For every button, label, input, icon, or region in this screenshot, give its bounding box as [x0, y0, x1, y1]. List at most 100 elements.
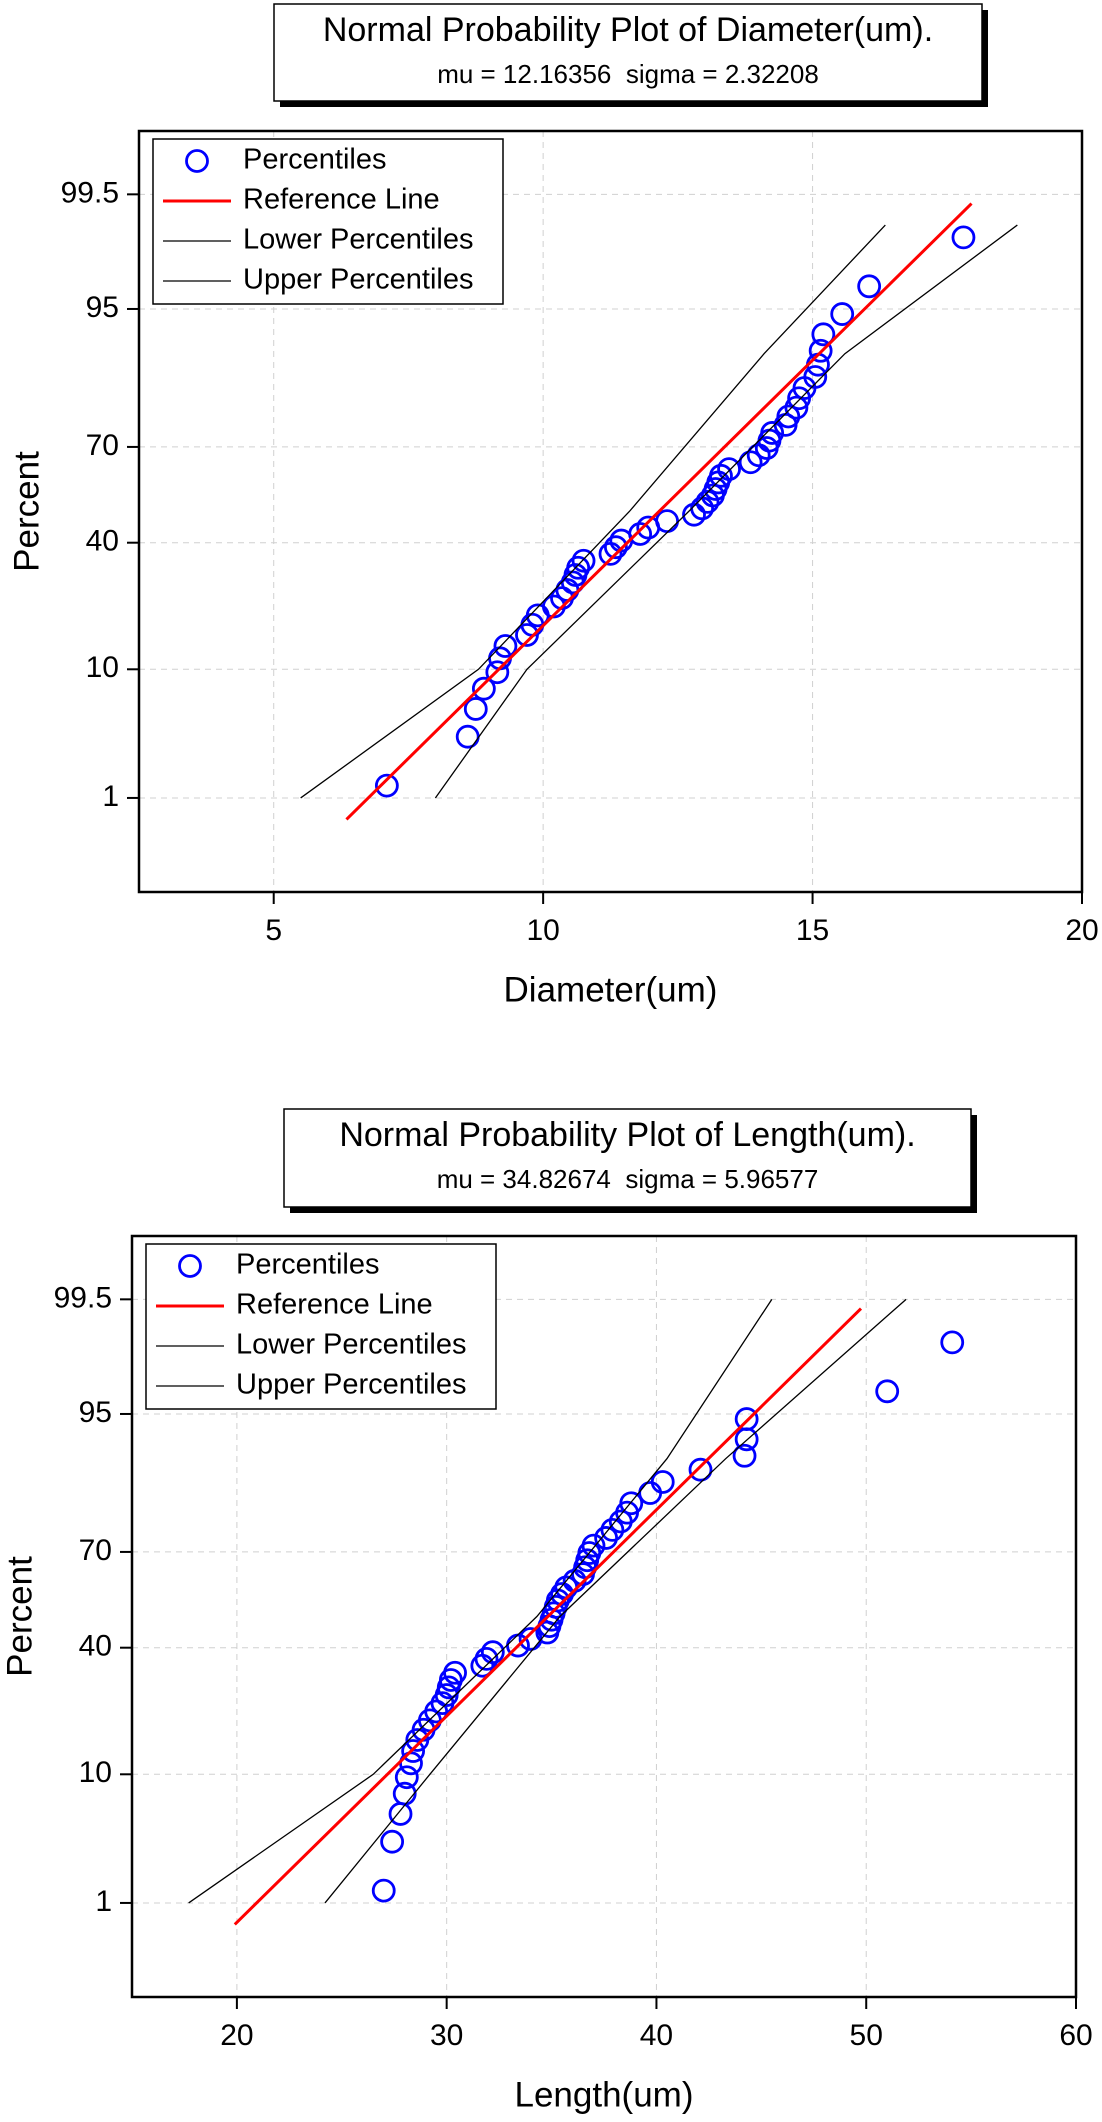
percentile-point — [688, 1457, 713, 1482]
percentile-point — [738, 450, 763, 475]
percentile-point — [808, 338, 833, 363]
legend-label: Upper Percentiles — [243, 264, 474, 296]
percentile-point — [682, 502, 706, 527]
legend-label: Reference Line — [236, 1289, 433, 1321]
percentile-point — [695, 489, 720, 514]
legend-label: Percentiles — [236, 1249, 379, 1281]
percentile-point — [732, 1443, 757, 1468]
y-tick-label: 1 — [102, 780, 119, 813]
percentile-point — [603, 535, 628, 560]
percentile-point — [734, 1407, 759, 1431]
chart-subtitle: mu = 12.16356 sigma = 2.32208 — [437, 59, 819, 89]
y-tick-label: 1 — [95, 1885, 112, 1918]
percentile-point — [655, 509, 679, 534]
percentile-point — [401, 1739, 426, 1763]
percentile-point — [811, 322, 836, 347]
percentile-band — [324, 1298, 907, 1904]
x-tick-label: 50 — [850, 2019, 883, 2052]
percentile-point — [717, 457, 741, 482]
x-tick-label: 30 — [430, 2019, 463, 2052]
legend-label: Upper Percentiles — [236, 1369, 467, 1401]
y-tick-label: 95 — [79, 1396, 112, 1429]
y-tick-label: 70 — [86, 429, 119, 462]
plot-frame — [130, 1234, 1078, 1999]
percentile-point — [875, 1379, 900, 1404]
percentile-band — [434, 224, 1018, 799]
percentile-point — [371, 1878, 396, 1903]
percentile-point — [380, 1829, 405, 1854]
title-box — [283, 1108, 972, 1208]
plot: Normal Probability Plot of Length(um). mu… — [0, 1108, 1093, 2114]
x-tick-label: 20 — [1065, 914, 1098, 947]
x-tick-label: 15 — [796, 914, 829, 947]
percentile-point — [443, 1660, 467, 1685]
y-tick-label: 40 — [86, 525, 119, 558]
y-tick-label: 99.5 — [61, 176, 119, 209]
chart-title: Normal Probability Plot of Diameter(um). — [323, 11, 933, 49]
percentile-point — [951, 225, 976, 250]
x-tick-label: 40 — [640, 2019, 673, 2052]
percentile-band — [188, 1298, 773, 1904]
reference-line — [345, 202, 973, 821]
title-box — [273, 3, 983, 102]
legend-label: Percentiles — [243, 144, 386, 176]
y-tick-label: 10 — [86, 651, 119, 684]
percentile-point — [709, 463, 733, 488]
series-layer — [300, 202, 1018, 821]
y-tick-label: 99.5 — [54, 1281, 112, 1314]
legend-label: Lower Percentiles — [243, 224, 474, 256]
percentile-point — [471, 676, 496, 701]
percentile-point — [857, 274, 882, 299]
percentile-point — [474, 1646, 499, 1671]
x-axis-label: Diameter(um) — [504, 970, 718, 1009]
percentile-point — [480, 1640, 505, 1665]
legend-label: Lower Percentiles — [236, 1329, 467, 1361]
percentile-point — [628, 522, 653, 546]
y-axis-label: Percent — [0, 1556, 39, 1677]
legend-box — [152, 138, 504, 305]
y-tick-label: 10 — [79, 1756, 112, 1789]
percentile-point — [388, 1802, 413, 1826]
chart-title: Normal Probability Plot of Length(um). — [339, 1116, 915, 1154]
y-tick-label: 70 — [79, 1534, 112, 1567]
percentile-point — [571, 548, 596, 573]
percentile-point — [830, 302, 855, 326]
percentile-point — [488, 646, 512, 671]
percentile-band — [300, 224, 886, 799]
chart-subtitle: mu = 34.82674 sigma = 5.96577 — [437, 1164, 819, 1194]
plot-frame — [137, 129, 1084, 894]
percentile-point — [493, 634, 518, 658]
percentile-point — [803, 365, 828, 389]
reference-line — [233, 1307, 863, 1926]
legend-marker — [178, 1254, 202, 1278]
x-tick-label: 60 — [1059, 2019, 1092, 2052]
percentile-point — [600, 1517, 625, 1542]
x-tick-label: 20 — [220, 2019, 253, 2052]
percentile-point — [784, 395, 809, 420]
percentile-point — [463, 697, 488, 721]
percentile-point — [545, 1588, 570, 1613]
percentile-point — [566, 555, 591, 580]
y-axis-label: Percent — [7, 451, 46, 572]
x-tick-label: 5 — [265, 914, 282, 947]
legend-label: Reference Line — [243, 184, 440, 216]
legend-marker — [185, 149, 209, 173]
percentile-point — [619, 1491, 644, 1516]
x-axis-label: Length(um) — [515, 2075, 694, 2114]
y-tick-label: 95 — [86, 291, 119, 324]
percentile-point — [940, 1330, 965, 1355]
percentile-point — [455, 724, 480, 749]
percentile-point — [760, 421, 785, 445]
percentile-point — [638, 1481, 663, 1505]
percentile-point — [581, 1533, 606, 1558]
percentile-point — [394, 1765, 419, 1790]
percentile-point — [374, 773, 399, 798]
y-tick-label: 40 — [79, 1630, 112, 1663]
x-tick-label: 10 — [526, 914, 559, 947]
plot: Normal Probability Plot of Diameter(um).… — [7, 3, 1099, 1009]
percentile-point — [806, 352, 830, 377]
percentile-point — [594, 1526, 618, 1550]
series-layer — [188, 1298, 965, 1926]
